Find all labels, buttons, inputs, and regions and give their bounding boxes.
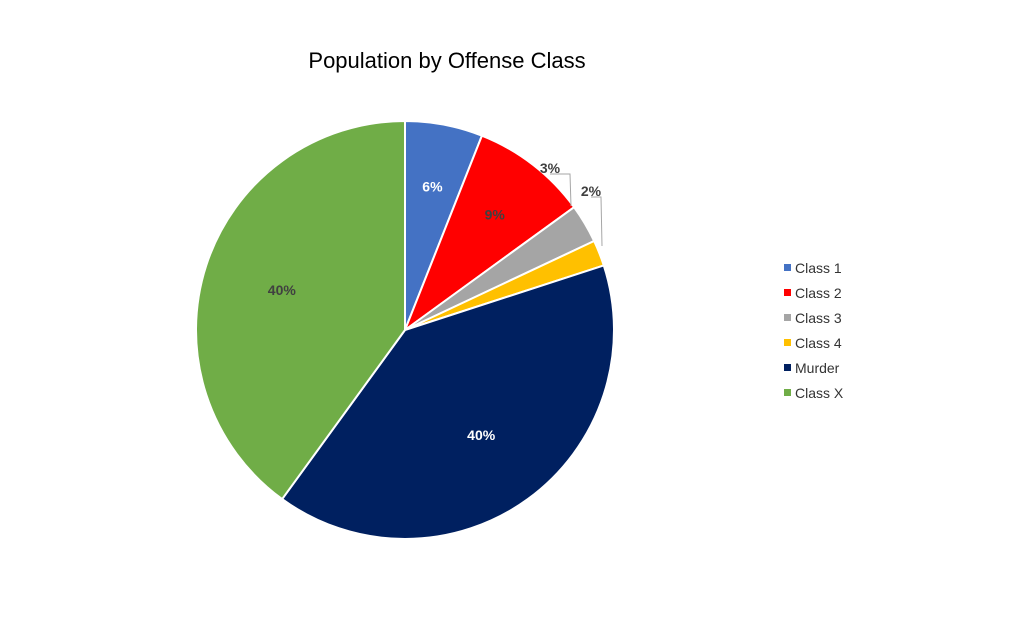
data-labels: 6% 9% 3% 2% 40% 40% — [268, 160, 602, 443]
data-label-class-1: 6% — [422, 178, 443, 194]
legend-label: Class 2 — [795, 285, 842, 301]
legend-label: Class X — [795, 385, 844, 401]
leader-line-class-3 — [550, 173, 572, 207]
legend-item-class-3: Class 3 — [784, 310, 842, 326]
legend-swatch — [784, 264, 791, 271]
legend-swatch — [784, 339, 791, 346]
data-label-class-3: 3% — [540, 160, 561, 176]
legend-label: Class 1 — [795, 260, 842, 276]
legend-item-murder: Murder — [784, 360, 840, 376]
data-label-class-2: 9% — [485, 206, 506, 222]
legend-swatch — [784, 314, 791, 321]
legend-swatch — [784, 389, 791, 396]
legend-swatch — [784, 364, 791, 371]
data-label-murder: 40% — [467, 427, 496, 443]
leader-lines — [550, 173, 603, 247]
pie-slice-class-x — [195, 120, 406, 501]
pie-slice-class-2 — [404, 134, 576, 331]
legend-item-class-1: Class 1 — [784, 260, 842, 276]
leader-line-class-4 — [591, 196, 603, 247]
legend-swatch — [784, 289, 791, 296]
legend-item-class-x: Class X — [784, 385, 844, 401]
legend-item-class-2: Class 2 — [784, 285, 842, 301]
legend-item-class-4: Class 4 — [784, 335, 842, 351]
pie-slice-murder — [281, 264, 615, 540]
chart-title: Population by Offense Class — [308, 48, 585, 73]
legend-label: Murder — [795, 360, 840, 376]
pie-slices — [195, 120, 615, 540]
legend-label: Class 4 — [795, 335, 842, 351]
data-label-class-4: 2% — [581, 183, 602, 199]
data-label-class-x: 40% — [268, 282, 297, 298]
legend: Class 1 Class 2 Class 3 Class 4 Murder Class … — [784, 260, 844, 401]
legend-label: Class 3 — [795, 310, 842, 326]
